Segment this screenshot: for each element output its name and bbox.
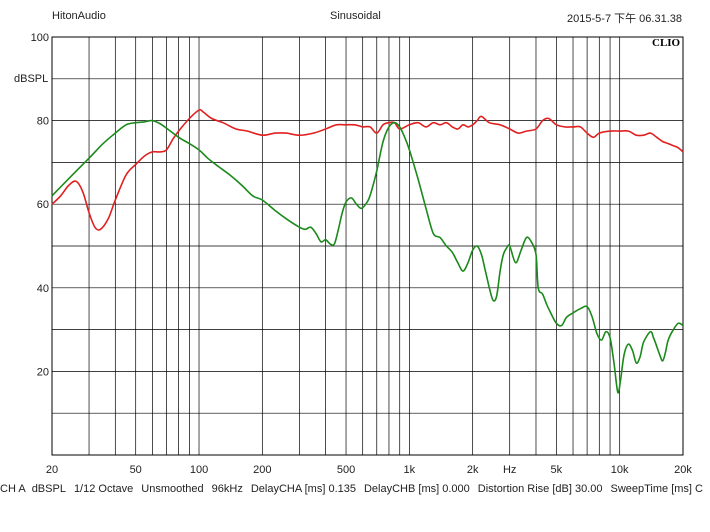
footer-item: Distortion Rise [dB] 30.00 bbox=[477, 483, 603, 495]
x-tick-label: 100 bbox=[190, 464, 208, 476]
footer-item: DelayCHB [ms] 0.000 bbox=[363, 483, 470, 495]
x-tick-label: 50 bbox=[130, 464, 142, 476]
x-tick-label: 200 bbox=[253, 464, 271, 476]
footer-item: Unsmoothed bbox=[141, 483, 204, 495]
footer-item: dBSPL bbox=[31, 483, 66, 495]
x-tick-label: 20 bbox=[46, 464, 58, 476]
y-axis-label: dBSPL bbox=[14, 73, 48, 85]
y-tick-label: 40 bbox=[37, 283, 49, 295]
x-axis-label: Hz bbox=[503, 464, 516, 476]
series-group bbox=[51, 109, 684, 394]
footer-item: CH A bbox=[0, 483, 26, 495]
status-footer: CH A dBSPL 1/12 Octave Unsmoothed 96kHz Delay… bbox=[0, 483, 710, 495]
footer-item: 1/12 Octave bbox=[73, 483, 134, 495]
y-tick-label: 80 bbox=[37, 116, 49, 128]
y-tick-label: 100 bbox=[31, 32, 49, 44]
x-tick-label: 5k bbox=[551, 464, 563, 476]
clio-logo: CLIO bbox=[652, 37, 681, 49]
footer-item: DelayCHA [ms] 0.135 bbox=[250, 483, 356, 495]
grid-lines bbox=[52, 37, 683, 455]
timestamp: 2015-5-7 下午 06.31.38 bbox=[567, 13, 682, 25]
y-axis-ticks: 100 80 60 40 20 bbox=[31, 32, 49, 378]
x-tick-label: 1k bbox=[404, 464, 416, 476]
plot-frame bbox=[51, 36, 684, 456]
x-axis-ticks: 20 50 100 200 500 1k 2k 5k 10k 20k Hz bbox=[46, 464, 692, 476]
measurement-title: Sinusoidal bbox=[330, 10, 381, 22]
x-tick-label: 2k bbox=[467, 464, 479, 476]
series-line-green bbox=[51, 119, 684, 394]
footer-item: SweepTime [ms] C bbox=[610, 483, 703, 495]
x-tick-label: 20k bbox=[674, 464, 692, 476]
app-brand: HitonAudio bbox=[52, 10, 106, 22]
x-tick-label: 10k bbox=[611, 464, 629, 476]
series-line-red bbox=[51, 109, 684, 231]
x-tick-label: 500 bbox=[337, 464, 355, 476]
footer-item: 96kHz bbox=[211, 483, 243, 495]
y-tick-label: 20 bbox=[37, 366, 49, 378]
y-tick-label: 60 bbox=[37, 199, 49, 211]
